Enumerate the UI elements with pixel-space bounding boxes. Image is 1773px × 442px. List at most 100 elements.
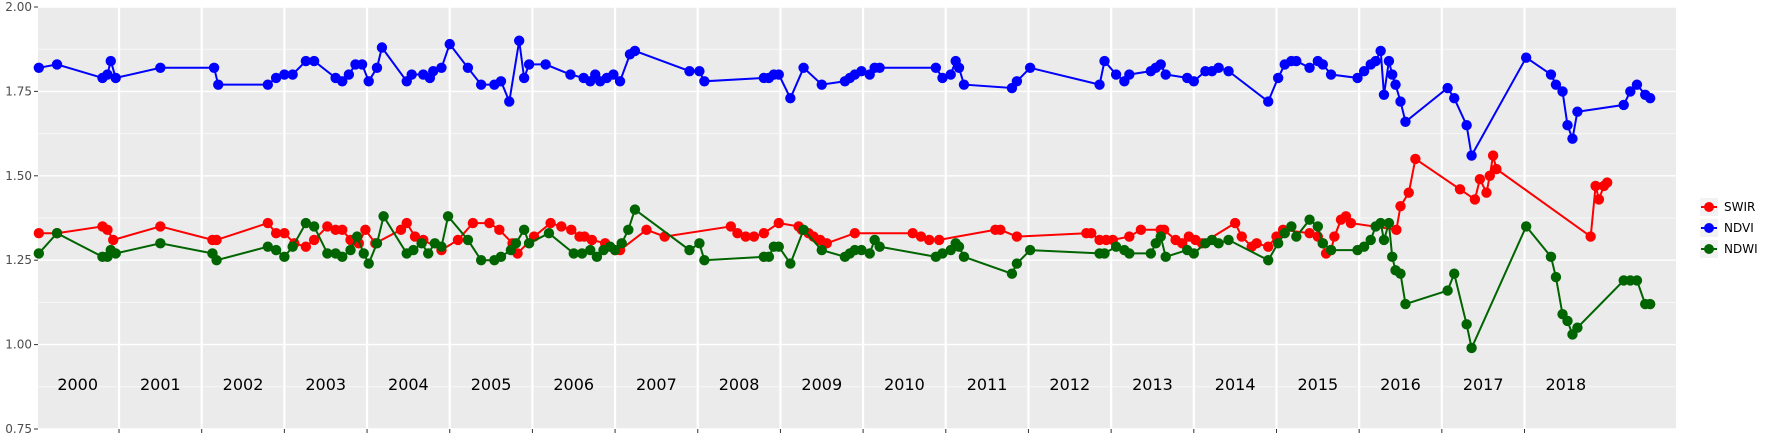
data-point-ndvi	[1325, 69, 1337, 80]
data-point-swir	[1329, 231, 1340, 242]
data-point-ndvi	[213, 79, 224, 90]
data-point-ndwi	[1312, 221, 1324, 232]
data-point-ndvi	[262, 79, 274, 90]
data-point-ndwi	[1155, 231, 1166, 242]
year-label: 2018	[1545, 375, 1586, 394]
data-point-swir	[1481, 187, 1492, 198]
data-point-ndwi	[416, 238, 427, 249]
data-point-ndwi	[462, 234, 474, 246]
data-point-ndwi	[694, 238, 705, 249]
data-point-swir	[279, 227, 290, 239]
data-point-swir	[262, 217, 274, 229]
data-point-ndwi	[1006, 268, 1018, 279]
year-label: 2006	[553, 375, 594, 394]
data-point-ndvi	[1466, 150, 1477, 161]
data-point-swir	[1491, 163, 1502, 175]
x-axis	[118, 429, 1526, 433]
data-point-ndvi	[1395, 96, 1406, 107]
data-point-ndvi	[523, 59, 535, 70]
data-point-ndvi	[565, 69, 576, 80]
data-point-ndwi	[1286, 221, 1297, 232]
data-point-ndwi	[518, 224, 530, 236]
data-point-swir	[211, 234, 222, 246]
year-label: 2013	[1132, 375, 1173, 394]
data-point-ndvi	[1625, 86, 1636, 97]
year-label: 2017	[1463, 375, 1504, 394]
data-point-ndwi	[322, 248, 333, 259]
data-point-ndvi	[1304, 62, 1315, 73]
data-point-swir	[155, 221, 166, 232]
data-point-ndvi	[1011, 76, 1023, 87]
data-point-ndvi	[608, 69, 619, 80]
data-point-ndwi	[1272, 238, 1284, 249]
data-point-swir	[1251, 238, 1262, 249]
year-label: 2012	[1049, 375, 1090, 394]
data-point-swir	[748, 231, 760, 242]
data-point-ndwi	[623, 224, 634, 236]
data-point-ndwi	[408, 244, 419, 256]
data-point-ndwi	[110, 248, 121, 259]
data-point-ndwi	[358, 248, 369, 259]
legend-label-ndvi: NDVI	[1724, 221, 1754, 235]
y-tick-label: 1.00	[5, 338, 32, 352]
data-point-ndwi	[773, 241, 784, 252]
data-point-ndvi	[1449, 92, 1460, 104]
data-point-ndvi	[1378, 89, 1390, 100]
data-point-ndvi	[1520, 52, 1532, 63]
data-point-ndvi	[300, 55, 312, 67]
data-point-ndvi	[444, 38, 455, 50]
data-point-ndvi	[110, 72, 121, 84]
data-point-ndwi	[1024, 244, 1036, 256]
data-point-ndwi	[1188, 248, 1200, 259]
data-point-ndwi	[629, 204, 641, 215]
data-point-swir	[33, 227, 45, 239]
legend: SWIR NDVI NDWI	[1700, 198, 1758, 258]
data-point-ndwi	[568, 248, 579, 259]
data-point-swir	[758, 227, 770, 239]
data-point-ndwi	[684, 244, 695, 256]
data-point-ndwi	[1263, 255, 1274, 266]
data-point-ndwi	[1461, 319, 1472, 330]
legend-key-point-ndvi	[1704, 223, 1714, 233]
data-point-ndwi	[1520, 221, 1532, 232]
data-point-ndvi	[155, 62, 166, 73]
data-point-ndwi	[1400, 298, 1411, 310]
legend-label-ndwi: NDWI	[1724, 242, 1758, 256]
data-point-ndwi	[475, 255, 487, 266]
year-label: 2002	[223, 375, 264, 394]
data-point-ndvi	[1124, 69, 1135, 80]
year-label: 2011	[967, 375, 1008, 394]
data-point-ndwi	[1562, 315, 1573, 327]
data-point-ndvi	[51, 59, 63, 70]
data-point-ndwi	[211, 255, 222, 266]
data-point-swir	[360, 224, 371, 236]
data-point-ndwi	[363, 258, 374, 269]
legend-key-point-ndwi	[1704, 244, 1714, 254]
data-point-ndwi	[300, 217, 312, 229]
data-point-ndvi	[1358, 65, 1370, 77]
data-point-ndvi	[1390, 79, 1401, 90]
data-point-ndvi	[513, 35, 525, 46]
data-point-swir	[1469, 194, 1481, 205]
data-point-ndvi	[1099, 55, 1110, 67]
data-point-ndvi	[930, 62, 942, 73]
data-point-swir	[102, 224, 113, 236]
series-layer	[33, 35, 1656, 354]
legend-label-swir: SWIR	[1724, 200, 1755, 214]
data-point-ndwi	[1223, 234, 1234, 246]
data-point-ndvi	[1550, 79, 1562, 90]
data-point-ndwi	[953, 241, 965, 252]
data-point-swir	[1086, 227, 1097, 239]
data-point-ndvi	[1223, 65, 1234, 77]
data-point-ndvi	[436, 62, 447, 73]
data-point-ndwi	[287, 241, 298, 252]
year-labels: 2000 2001 2002 2003 2004 2005 2006 2007 2008 2009…	[57, 375, 1586, 394]
data-point-swir	[270, 227, 282, 239]
data-point-ndvi	[1383, 55, 1395, 67]
year-label: 2005	[471, 375, 512, 394]
data-point-ndwi	[1325, 244, 1337, 256]
data-point-ndvi	[518, 72, 530, 84]
data-point-ndwi	[1213, 238, 1224, 249]
data-point-swir	[556, 221, 567, 232]
data-point-swir	[641, 224, 652, 236]
